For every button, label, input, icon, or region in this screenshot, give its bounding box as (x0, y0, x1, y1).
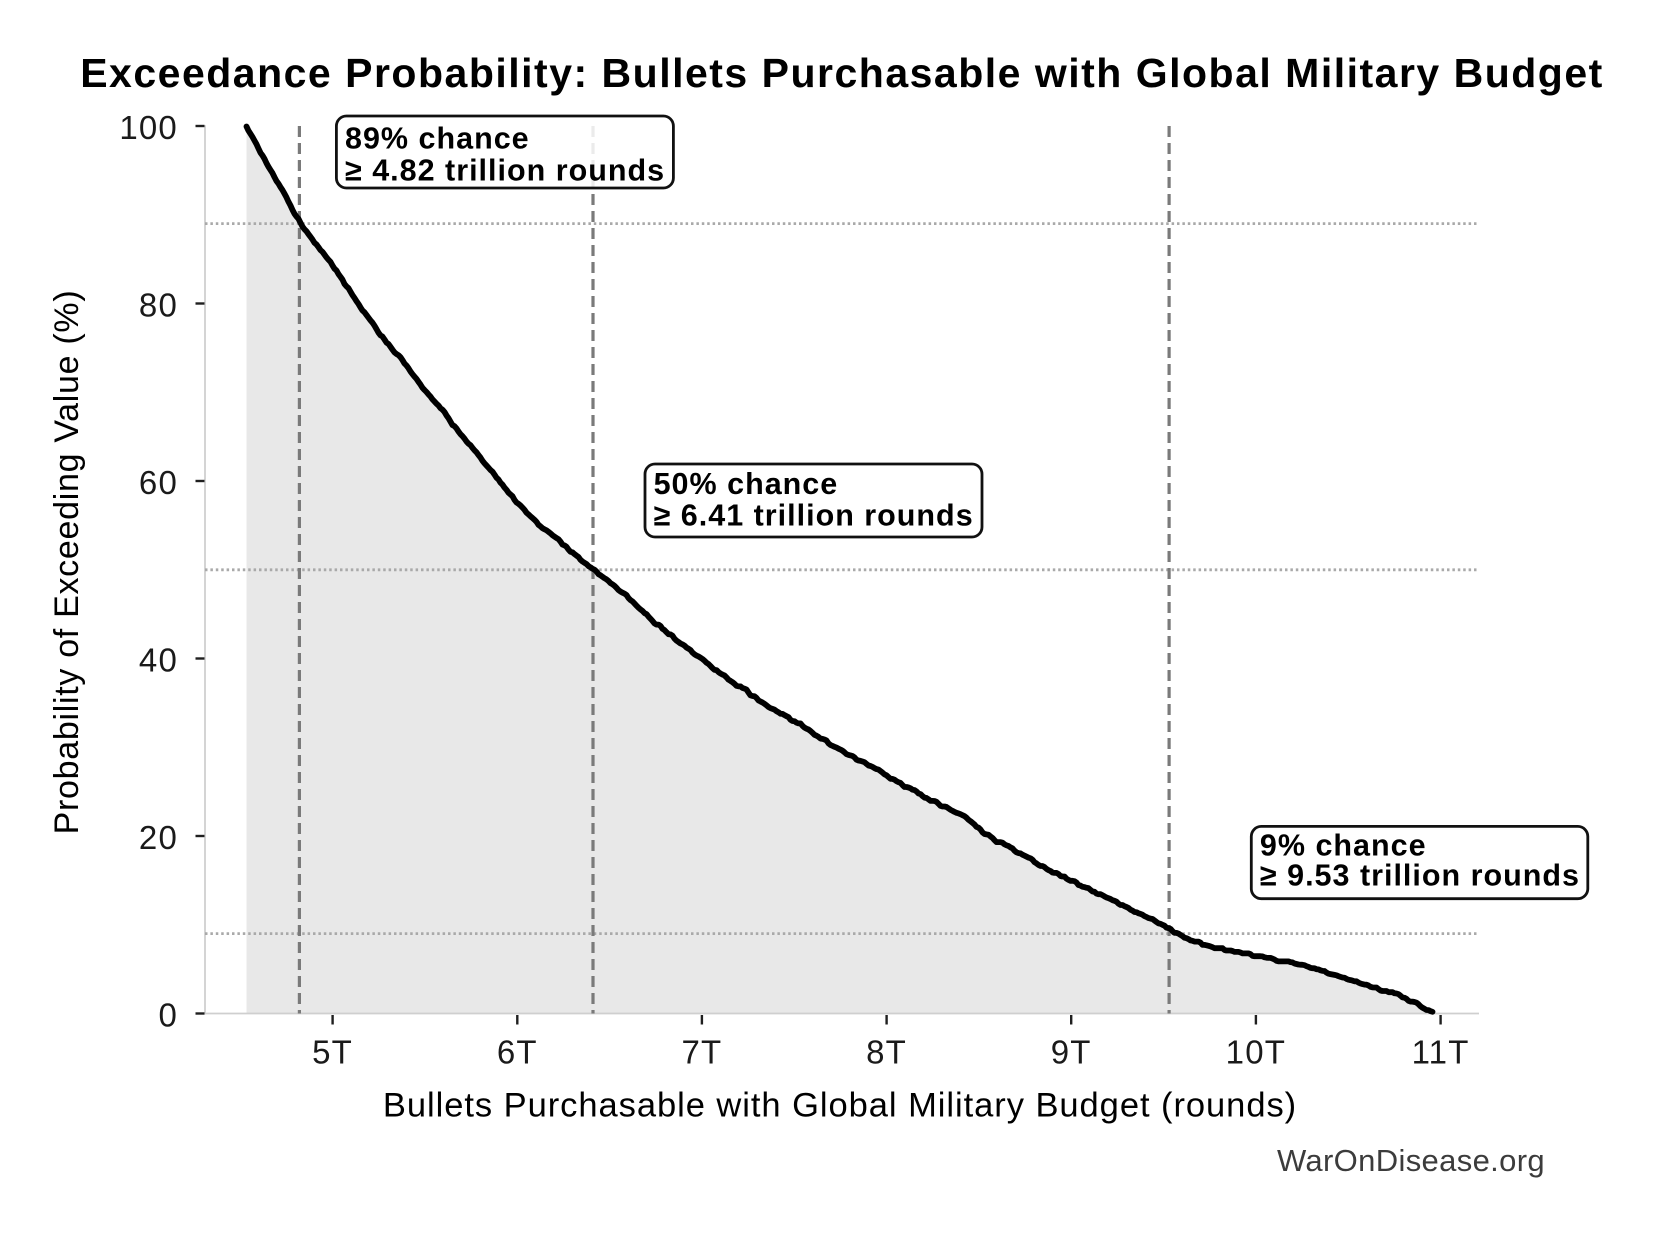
svg-text:9T: 9T (1051, 1034, 1092, 1071)
svg-text:20: 20 (139, 819, 178, 856)
svg-text:Exceedance Probability: Bullet: Exceedance Probability: Bullets Purchasa… (80, 50, 1604, 96)
svg-text:≥ 4.82 trillion rounds: ≥ 4.82 trillion rounds (345, 153, 665, 187)
svg-text:0: 0 (158, 996, 178, 1033)
svg-text:WarOnDisease.org: WarOnDisease.org (1277, 1143, 1545, 1178)
svg-text:9% chance: 9% chance (1260, 828, 1427, 862)
svg-text:11T: 11T (1412, 1034, 1470, 1071)
svg-text:Bullets Purchasable with Globa: Bullets Purchasable with Global Military… (383, 1087, 1297, 1125)
svg-text:100: 100 (119, 109, 178, 146)
svg-text:Probability of Exceeding Value: Probability of Exceeding Value (%) (48, 290, 86, 835)
svg-text:8T: 8T (866, 1034, 907, 1071)
svg-text:≥ 6.41 trillion rounds: ≥ 6.41 trillion rounds (654, 499, 974, 533)
svg-text:7T: 7T (681, 1034, 722, 1071)
svg-text:60: 60 (139, 464, 178, 501)
svg-text:89% chance: 89% chance (345, 121, 530, 155)
svg-text:6T: 6T (497, 1034, 538, 1071)
svg-text:80: 80 (139, 286, 178, 323)
svg-text:50% chance: 50% chance (654, 467, 839, 501)
svg-text:10T: 10T (1226, 1034, 1286, 1071)
svg-text:5T: 5T (312, 1034, 353, 1071)
svg-text:≥ 9.53 trillion rounds: ≥ 9.53 trillion rounds (1260, 858, 1580, 892)
svg-text:40: 40 (139, 641, 178, 678)
